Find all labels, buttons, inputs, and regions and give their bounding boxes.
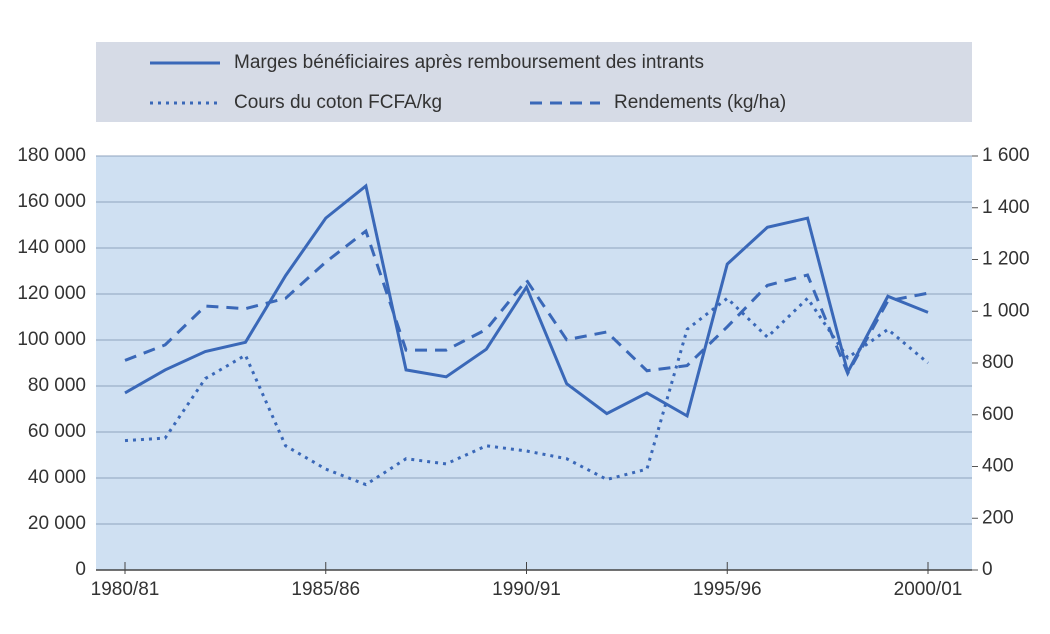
- y-tick-label: 100 000: [17, 329, 86, 350]
- series-line: [124, 228, 929, 377]
- series-line: [124, 183, 929, 419]
- y2-tick-label: 1 200: [982, 249, 1030, 270]
- y2-tick-label: 1 600: [982, 145, 1030, 166]
- y-tick-label: 160 000: [17, 191, 86, 212]
- x-tick-label: 1985/86: [291, 579, 360, 600]
- legend-box: [96, 42, 972, 122]
- y-tick-label: 60 000: [28, 421, 86, 442]
- y-tick-label: 80 000: [28, 375, 86, 396]
- y2-tick-label: 600: [982, 404, 1014, 425]
- legend-label: Cours du coton FCFA/kg: [234, 92, 442, 113]
- legend-label: Rendements (kg/ha): [614, 92, 786, 113]
- y2-tick-label: 1 400: [982, 197, 1030, 218]
- y2-tick-label: 1 000: [982, 300, 1030, 321]
- series-line: [124, 295, 929, 487]
- y2-tick-label: 0: [982, 559, 993, 580]
- x-tick-label: 1995/96: [693, 579, 762, 600]
- y2-tick-label: 200: [982, 507, 1014, 528]
- y-tick-label: 140 000: [17, 237, 86, 258]
- y2-tick-label: 800: [982, 352, 1014, 373]
- y-tick-label: 120 000: [17, 283, 86, 304]
- y-tick-label: 0: [75, 559, 86, 580]
- y-tick-label: 40 000: [28, 467, 86, 488]
- x-tick-label: 1980/81: [91, 579, 160, 600]
- plot-area: [96, 156, 972, 570]
- legend-label: Marges bénéficiaires après remboursement…: [234, 52, 704, 73]
- x-tick-label: 1990/91: [492, 579, 561, 600]
- y-tick-label: 20 000: [28, 513, 86, 534]
- x-tick-label: 2000/01: [894, 579, 963, 600]
- y-tick-label: 180 000: [17, 145, 86, 166]
- y2-tick-label: 400: [982, 456, 1014, 477]
